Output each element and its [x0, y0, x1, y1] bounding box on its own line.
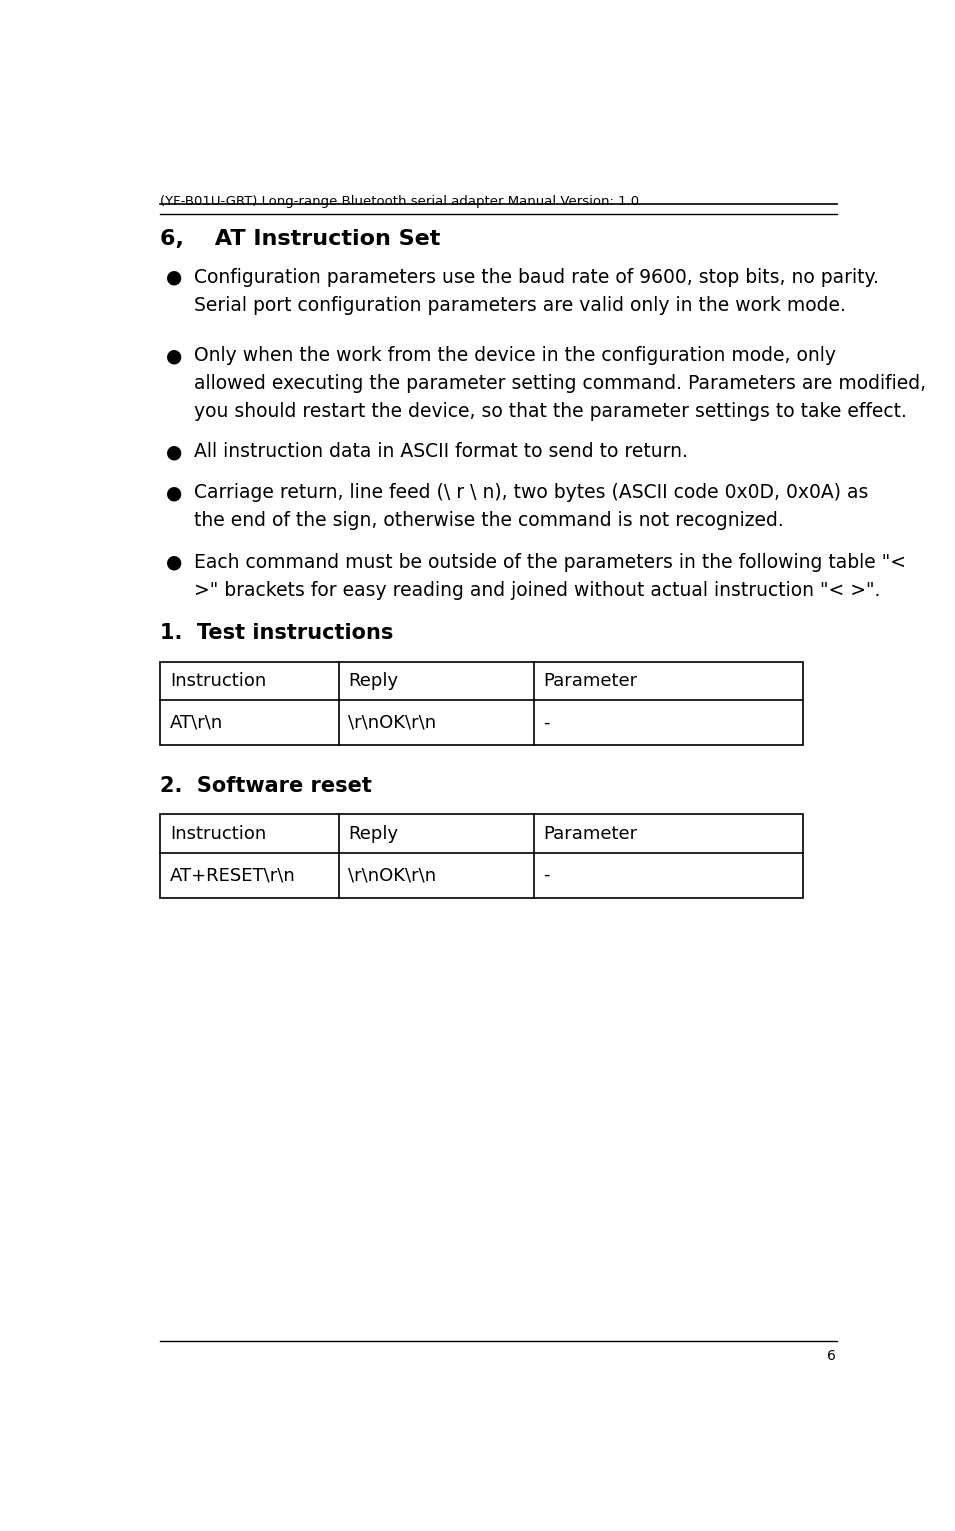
Text: \r\nOK\r\n: \r\nOK\r\n [348, 867, 436, 885]
Text: Instruction: Instruction [170, 825, 266, 842]
Text: Only when the work from the device in the configuration mode, only
allowed execu: Only when the work from the device in th… [194, 346, 926, 421]
Text: Reply: Reply [348, 672, 398, 690]
Text: \r\nOK\r\n: \r\nOK\r\n [348, 713, 436, 732]
Text: AT\r\n: AT\r\n [170, 713, 223, 732]
Text: 2.  Software reset: 2. Software reset [160, 776, 372, 796]
Text: 1.  Test instructions: 1. Test instructions [160, 623, 393, 643]
Text: All instruction data in ASCII format to send to return.: All instruction data in ASCII format to … [194, 442, 688, 461]
Text: ●: ● [166, 268, 182, 286]
Text: -: - [543, 713, 550, 732]
Text: Parameter: Parameter [543, 672, 637, 690]
Text: ●: ● [166, 484, 182, 502]
Text: ●: ● [166, 553, 182, 571]
Text: (YF-B01U-GRT) Long-range Bluetooth serial adapter Manual Version: 1.0: (YF-B01U-GRT) Long-range Bluetooth seria… [160, 196, 640, 208]
Text: Reply: Reply [348, 825, 398, 842]
Text: Carriage return, line feed (\ r \ n), two bytes (ASCII code 0x0D, 0x0A) as
the e: Carriage return, line feed (\ r \ n), tw… [194, 484, 868, 530]
Text: 6,    AT Instruction Set: 6, AT Instruction Set [160, 230, 441, 250]
Text: AT+RESET\r\n: AT+RESET\r\n [170, 867, 295, 885]
Text: ●: ● [166, 346, 182, 366]
Text: Each command must be outside of the parameters in the following table "<
>" brac: Each command must be outside of the para… [194, 553, 905, 600]
Text: Parameter: Parameter [543, 825, 637, 842]
Bar [160, 661, 803, 746]
Text: Instruction: Instruction [170, 672, 266, 690]
Text: ●: ● [166, 442, 182, 461]
Text: 6: 6 [827, 1349, 837, 1363]
Text: Configuration parameters use the baud rate of 9600, stop bits, no parity.
Serial: Configuration parameters use the baud ra… [194, 268, 879, 315]
Bar [160, 814, 803, 897]
Text: -: - [543, 867, 550, 885]
